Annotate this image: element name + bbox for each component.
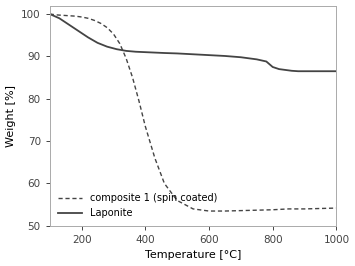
Y-axis label: Weight [%]: Weight [%] xyxy=(6,85,16,147)
Legend: composite 1 (spin coated), Laponite: composite 1 (spin coated), Laponite xyxy=(55,190,220,221)
X-axis label: Temperature [°C]: Temperature [°C] xyxy=(145,251,241,260)
